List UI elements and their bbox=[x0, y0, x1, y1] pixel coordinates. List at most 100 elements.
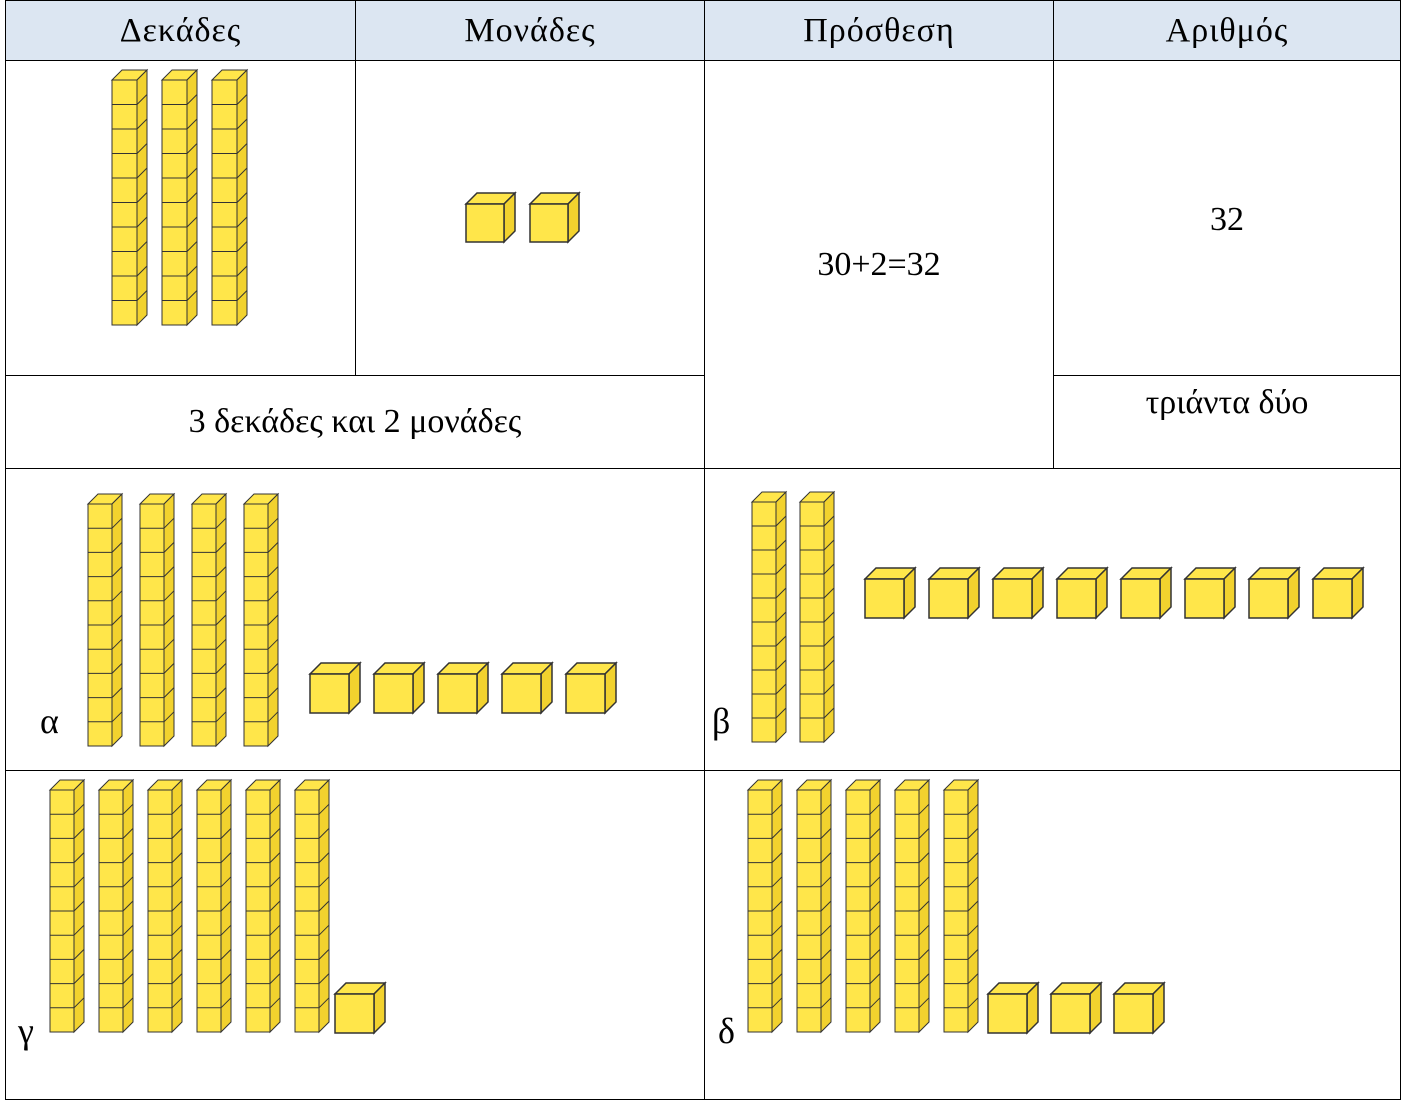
rod-division bbox=[236, 94, 248, 105]
rod-division bbox=[171, 900, 183, 912]
rod-division bbox=[122, 973, 134, 984]
rod-division bbox=[73, 973, 85, 984]
rod-division bbox=[136, 192, 148, 203]
rod-division bbox=[823, 515, 835, 527]
rod-division bbox=[236, 167, 248, 179]
rod-division bbox=[215, 711, 227, 723]
rod-division bbox=[136, 143, 148, 154]
cube-front bbox=[1120, 578, 1161, 619]
tens-rods bbox=[750, 490, 836, 744]
cube-front bbox=[437, 673, 478, 714]
header-cell: Πρόσθεση bbox=[704, 0, 1054, 61]
rod-division bbox=[318, 900, 330, 912]
rod-division bbox=[73, 924, 85, 936]
cube-front bbox=[864, 578, 905, 619]
rod-division bbox=[318, 876, 330, 888]
rod-division bbox=[215, 566, 227, 577]
rod-division bbox=[823, 611, 835, 623]
rod-division bbox=[171, 973, 183, 984]
rod-division bbox=[869, 803, 881, 815]
rod-division bbox=[111, 614, 123, 626]
rod-division bbox=[267, 614, 279, 626]
rod-division bbox=[318, 852, 330, 863]
cube-front bbox=[987, 993, 1028, 1034]
rod-division bbox=[775, 611, 787, 623]
rod-division bbox=[186, 192, 198, 203]
rod-division bbox=[869, 828, 881, 839]
rod-division bbox=[823, 707, 835, 719]
rod-division bbox=[163, 711, 175, 723]
rod-division bbox=[73, 949, 85, 960]
rod-division bbox=[267, 590, 279, 602]
ones-cubes bbox=[308, 661, 618, 715]
rod-division bbox=[215, 638, 227, 650]
cube-front bbox=[1184, 578, 1225, 619]
rod-division bbox=[771, 924, 783, 936]
rod-division bbox=[136, 241, 148, 252]
cube-front bbox=[465, 203, 505, 243]
rod-division bbox=[215, 663, 227, 674]
tens-rods bbox=[48, 778, 331, 1034]
rod-division bbox=[186, 118, 198, 130]
rod-division bbox=[918, 997, 930, 1009]
rod-division bbox=[967, 973, 979, 984]
rod-division bbox=[73, 828, 85, 839]
rod-division bbox=[236, 241, 248, 252]
rod-division bbox=[136, 118, 148, 130]
rod-division bbox=[163, 517, 175, 529]
rod-division bbox=[269, 852, 281, 863]
rod-division bbox=[267, 566, 279, 577]
rod-division bbox=[111, 566, 123, 577]
rod-division bbox=[869, 900, 881, 912]
rod-division bbox=[171, 876, 183, 888]
rod-division bbox=[186, 143, 198, 154]
cube-front bbox=[1312, 578, 1353, 619]
rod-division bbox=[269, 997, 281, 1009]
rod-division bbox=[122, 900, 134, 912]
rod-division bbox=[163, 663, 175, 674]
rod-division bbox=[122, 828, 134, 839]
rod-division bbox=[136, 167, 148, 179]
rod-division bbox=[823, 563, 835, 575]
rod-division bbox=[236, 143, 248, 154]
tens-rods bbox=[86, 492, 280, 748]
header-text: Δεκάδες bbox=[119, 11, 242, 49]
rod-division bbox=[220, 924, 232, 936]
rod-division bbox=[267, 542, 279, 553]
rod-division bbox=[73, 876, 85, 888]
rod-division bbox=[236, 265, 248, 277]
rod-division bbox=[171, 997, 183, 1009]
rod-division bbox=[820, 900, 832, 912]
rod-division bbox=[269, 876, 281, 888]
cube-front bbox=[309, 673, 350, 714]
rod-division bbox=[136, 265, 148, 277]
ones-cubes bbox=[464, 191, 581, 244]
words-text: τριάντα δύο bbox=[1145, 384, 1309, 421]
rod-division bbox=[967, 803, 979, 815]
rod-division bbox=[267, 711, 279, 723]
rod-division bbox=[771, 997, 783, 1009]
rod-division bbox=[236, 216, 248, 228]
exercise-label: β bbox=[712, 701, 731, 741]
rod-division bbox=[186, 216, 198, 228]
description-text: 3 δεκάδες και 2 μονάδες bbox=[188, 403, 522, 440]
rod-division bbox=[775, 587, 787, 599]
rod-division bbox=[171, 949, 183, 960]
rod-division bbox=[771, 949, 783, 960]
rod-division bbox=[820, 828, 832, 839]
rod-division bbox=[220, 900, 232, 912]
rod-division bbox=[236, 192, 248, 203]
rod-division bbox=[122, 924, 134, 936]
rod-division bbox=[823, 659, 835, 671]
rod-division bbox=[775, 539, 787, 551]
rod-division bbox=[967, 852, 979, 863]
rod-division bbox=[269, 803, 281, 815]
rod-division bbox=[220, 803, 232, 815]
rod-division bbox=[186, 290, 198, 301]
rod-division bbox=[171, 852, 183, 863]
rod-division bbox=[771, 900, 783, 912]
addition-text: 30+2=32 bbox=[817, 245, 941, 283]
cube-front bbox=[501, 673, 542, 714]
cube-front bbox=[1113, 993, 1154, 1034]
rod-division bbox=[918, 900, 930, 912]
